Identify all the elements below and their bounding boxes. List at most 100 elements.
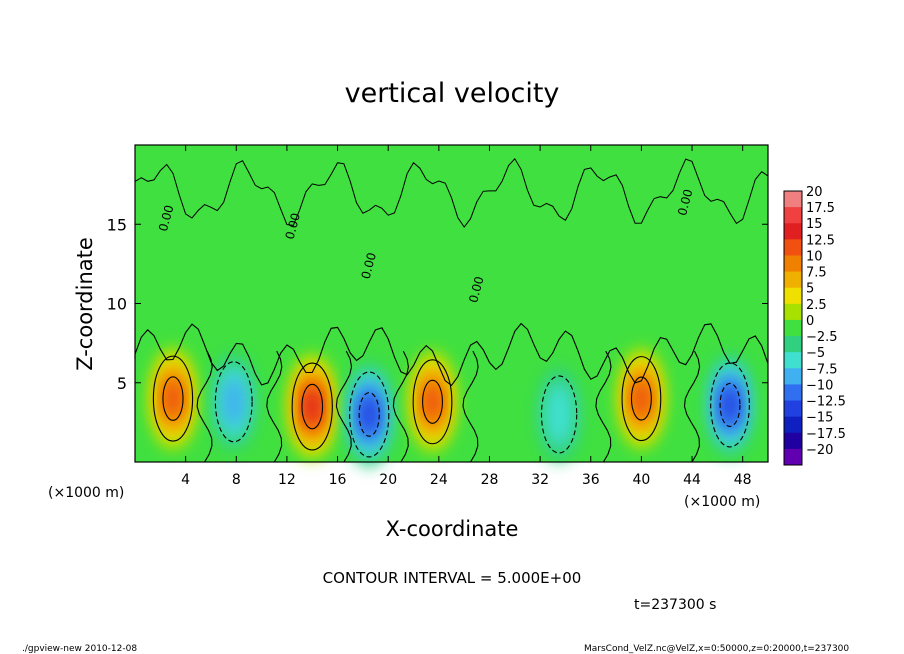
colorbar-label: 12.5 [806,233,835,248]
x-tick-label: 24 [430,472,448,488]
contour-line [152,355,194,442]
velocity-cell [537,367,581,462]
colorbar-swatch [784,368,802,385]
time-text: t=237300 s [634,597,716,613]
velocity-shade [165,381,181,416]
colorbar-label: 17.5 [806,201,835,216]
y-tick-label: 10 [107,295,127,314]
colorbar-swatch [784,287,802,305]
contour-line [291,362,333,451]
x-tick-label: 20 [379,472,397,488]
contour-lines: 0.00 0.00 0.00 0.00 0.00 [134,157,769,463]
chart-title: vertical velocity [345,78,560,109]
x-tick-label: 28 [481,472,499,488]
contour-label: 0.00 [359,251,379,280]
colorbar-frame [783,190,803,466]
contour-line [301,383,324,430]
colorbar-swatch [784,352,802,369]
zero-contour [134,157,769,228]
colorbar-label: −5 [806,346,825,361]
footer-left: ./gpview-new 2010-12-08 [22,644,137,654]
colorbar-swatch [784,416,802,434]
velocity-cell [149,346,197,451]
footer-right: MarsCond_VelZ.nc@VelZ,x=0:50000,z=0:2000… [584,644,849,654]
contour-line [710,362,750,448]
colorbar-label: 0 [806,314,814,329]
colorbar-label: −20 [806,443,833,458]
x-tick-label: 12 [278,472,296,488]
colorbar-swatch [784,223,802,240]
x-tick-label: 32 [531,472,549,488]
colorbar-swatch [784,400,802,418]
colorbar-label: −15 [806,411,833,426]
zero-contour [266,350,283,463]
colorbar-label: 2.5 [806,298,827,313]
x-tick-label: 8 [232,472,241,488]
colorbar-swatch [784,448,802,466]
contour-label: 0.00 [156,204,176,233]
contour-interval-text: CONTOUR INTERVAL = 5.000E+00 [323,569,582,587]
colorbar-swatch [784,432,802,450]
colorbar-label: 10 [806,249,823,264]
x-tick-label: 48 [734,472,752,488]
contour-line [358,392,380,437]
velocity-cell [408,350,457,453]
velocity-shade [544,383,574,446]
velocity-cell [287,353,337,460]
contour-line [214,361,253,443]
colorbar-label: −12.5 [806,395,846,410]
colorbar-label: −10 [806,378,833,393]
contour-line [630,376,652,421]
velocity-cell [706,353,754,457]
contour-line [422,379,443,424]
contour-line [719,382,741,427]
contour-line [349,371,390,458]
colorbar-label: 20 [806,185,823,200]
colorbar-label: 15 [806,217,823,232]
x-unit-left: (×1000 m) [48,485,124,501]
velocity-cell [211,352,257,451]
colorbar-label: 7.5 [806,266,827,281]
velocity-shade [305,391,320,422]
contour-line [412,359,453,445]
velocity-shade [633,381,650,416]
x-tick-label: 36 [582,472,600,488]
zero-contour [392,350,409,463]
colorbar-label: 5 [806,282,814,297]
contour-line [162,376,184,421]
colorbar-swatch [784,239,802,256]
contour-line [621,356,662,442]
x-axis-label: X-coordinate [386,517,519,541]
x-tick-label: 16 [329,472,347,488]
contour-label: 0.00 [466,275,486,304]
colorbar-swatch [784,303,802,321]
colorbar-label: −2.5 [806,330,838,345]
velocity-cell [345,362,394,467]
contour-label: 0.00 [675,188,695,217]
velocity-shade [222,377,245,427]
x-tick-label: 40 [632,472,650,488]
zero-contour [595,350,612,463]
x-tick-label: 44 [683,472,701,488]
y-axis-label: Z-coordinate [73,237,97,371]
zero-contour [134,322,769,387]
x-unit-right: (×1000 m) [684,494,760,510]
velocity-shade [722,387,738,423]
y-tick-label: 15 [107,215,127,234]
y-axis: 5 10 15 [107,215,768,393]
colorbar-swatch [784,336,802,353]
colorbar-swatch [784,207,802,224]
colorbar-swatch [784,319,802,337]
colorbar-swatch [784,271,802,289]
colorbar-label: −17.5 [806,427,846,442]
contour-line [540,375,578,454]
zero-contour [683,350,701,463]
velocity-shade [424,384,441,419]
zero-contour [196,350,213,463]
velocity-shade [361,397,378,432]
x-axis: 4 8 12 16 20 24 28 32 36 40 44 48 [181,145,752,488]
y-tick-label: 5 [117,374,127,393]
zero-contour [335,350,353,463]
